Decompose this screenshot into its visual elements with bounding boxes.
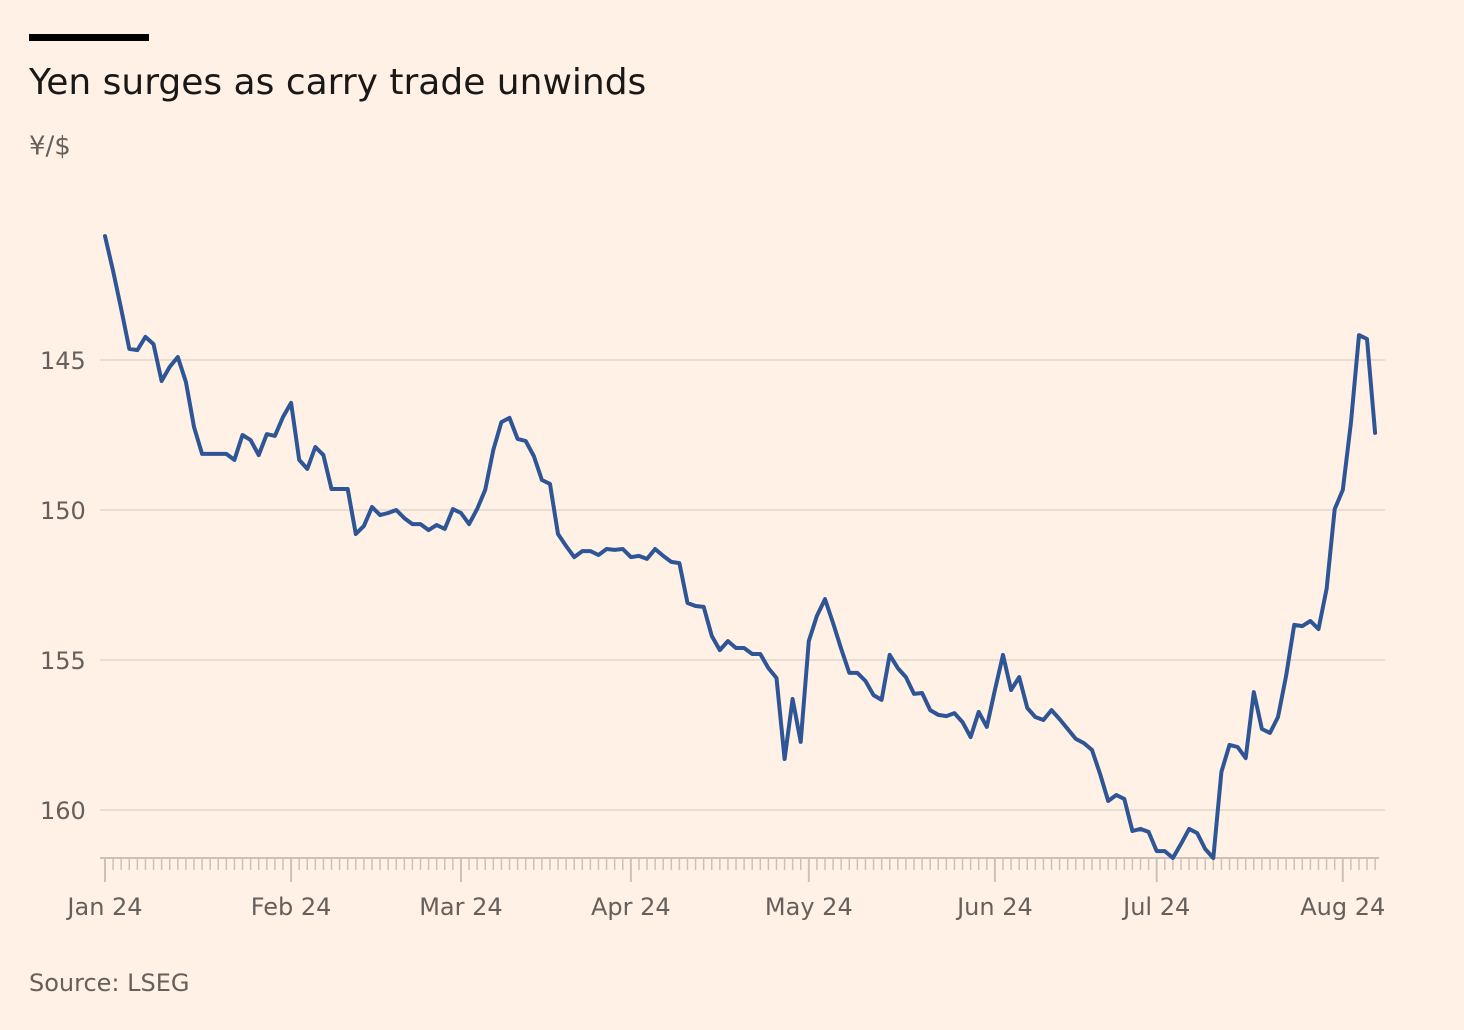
x-tick-label: Jan 24	[65, 893, 142, 921]
y-tick-label: 160	[40, 797, 86, 825]
x-tick-label: Jun 24	[955, 893, 1033, 921]
y-tick-label: 155	[40, 647, 86, 675]
x-tick-label: Jul 24	[1121, 893, 1190, 921]
x-tick-label: Feb 24	[251, 893, 332, 921]
chart-title: Yen surges as carry trade unwinds	[28, 62, 646, 103]
y-tick-label: 145	[40, 347, 86, 375]
subtitle: ¥/$	[29, 132, 71, 162]
source: Source: LSEG	[29, 969, 190, 997]
y-tick-label: 150	[40, 497, 86, 525]
x-tick-label: Aug 24	[1300, 893, 1385, 921]
x-tick-label: May 24	[765, 893, 853, 921]
x-tick-label: Mar 24	[419, 893, 502, 921]
line	[103, 234, 1378, 860]
title-bar	[29, 34, 149, 41]
x-tick-label: Apr 24	[591, 893, 671, 921]
